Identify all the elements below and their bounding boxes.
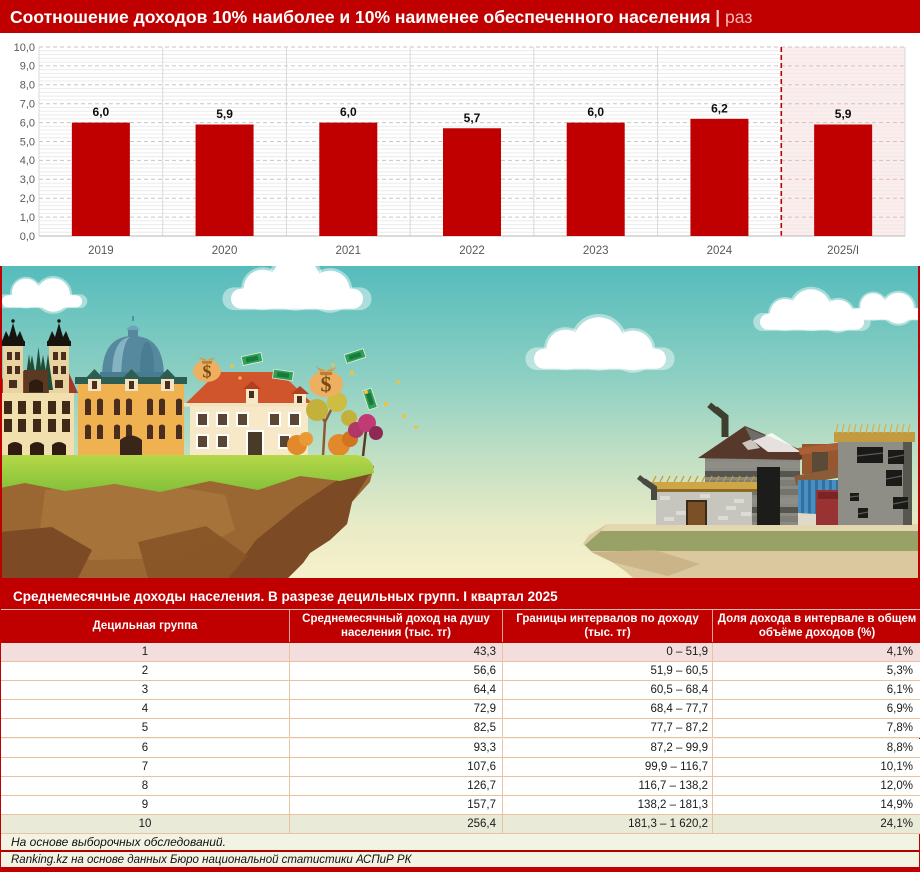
svg-text:8,0: 8,0 xyxy=(20,80,35,92)
svg-text:3,0: 3,0 xyxy=(20,174,35,186)
svg-text:6,0: 6,0 xyxy=(587,105,604,119)
svg-text:0,0: 0,0 xyxy=(20,231,35,243)
svg-text:10,0: 10,0 xyxy=(14,42,35,54)
svg-text:2020: 2020 xyxy=(212,245,238,257)
svg-text:2021: 2021 xyxy=(335,245,361,257)
svg-text:1,0: 1,0 xyxy=(20,212,35,224)
svg-text:$: $ xyxy=(321,372,332,397)
svg-text:5,9: 5,9 xyxy=(835,107,852,121)
svg-text:6,0: 6,0 xyxy=(20,117,35,129)
svg-text:5,9: 5,9 xyxy=(216,107,233,121)
svg-text:2023: 2023 xyxy=(583,245,609,257)
svg-text:$: $ xyxy=(203,361,212,381)
svg-text:2024: 2024 xyxy=(707,245,733,257)
svg-text:2022: 2022 xyxy=(459,245,485,257)
svg-text:6,2: 6,2 xyxy=(711,101,728,115)
svg-text:4,0: 4,0 xyxy=(20,155,35,167)
svg-text:5,7: 5,7 xyxy=(464,111,481,125)
svg-text:5,0: 5,0 xyxy=(20,136,35,148)
svg-text:9,0: 9,0 xyxy=(20,61,35,73)
svg-text:2019: 2019 xyxy=(88,245,114,257)
svg-text:2,0: 2,0 xyxy=(20,193,35,205)
svg-text:2025/I: 2025/I xyxy=(827,245,859,257)
svg-text:6,0: 6,0 xyxy=(340,105,357,119)
svg-text:6,0: 6,0 xyxy=(93,105,110,119)
svg-text:7,0: 7,0 xyxy=(20,99,35,111)
